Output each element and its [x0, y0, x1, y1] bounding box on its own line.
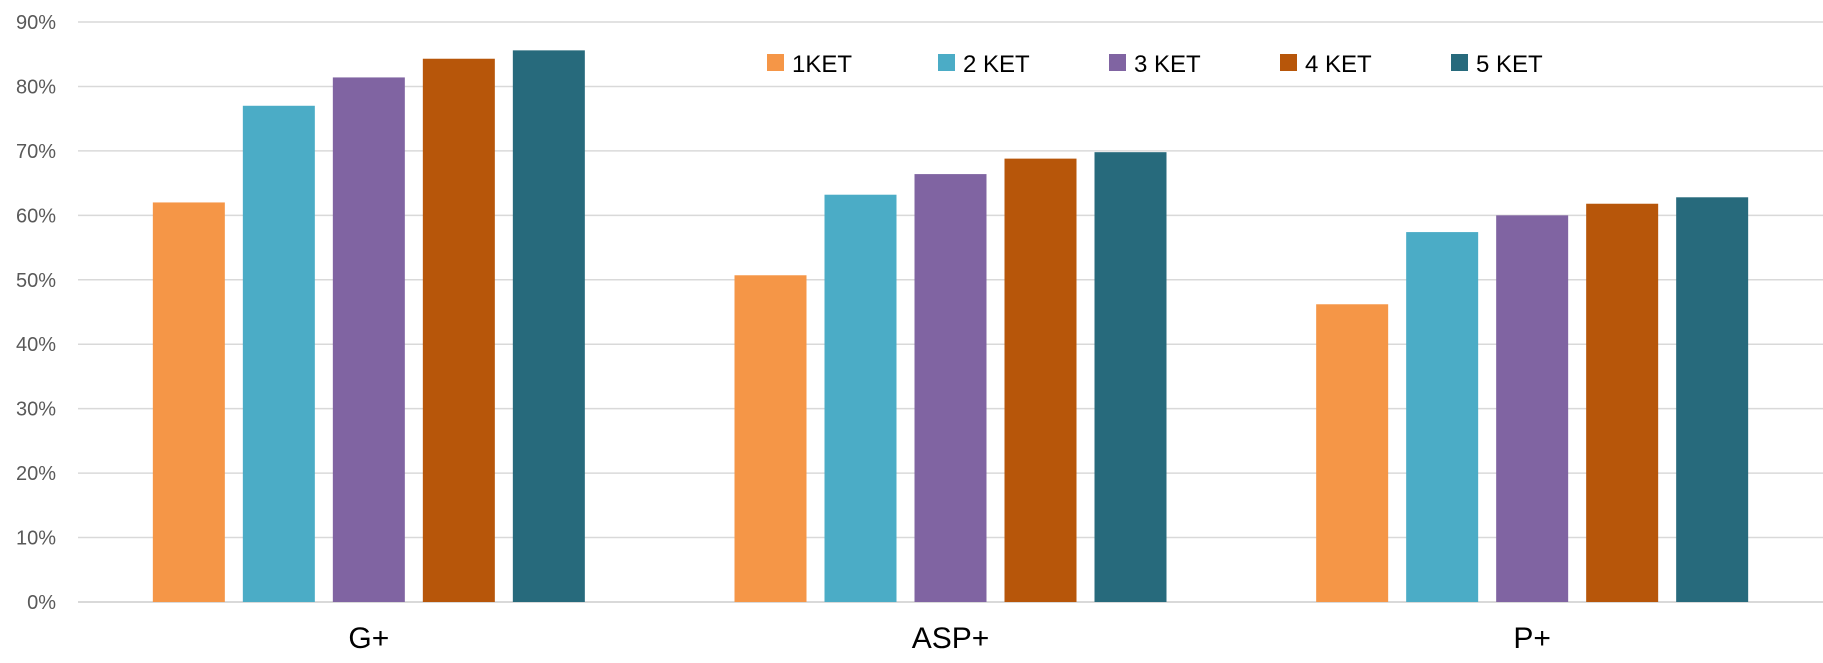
legend-label: 2 KET	[963, 51, 1030, 78]
legend-swatch	[1109, 54, 1126, 71]
bar	[422, 58, 495, 602]
y-tick-label: 40%	[16, 334, 56, 356]
bars	[152, 50, 1749, 603]
bar	[242, 105, 315, 603]
bar	[152, 202, 225, 602]
legend-label: 5 KET	[1476, 51, 1543, 78]
legend-label: 1KET	[792, 51, 852, 78]
legend-swatch	[767, 54, 784, 71]
legend: 1KET 2 KET 3 KET 4 KET 5 KET	[767, 51, 1543, 78]
y-axis-tick-labels: 0% 10% 20% 30% 40% 50% 60% 70% 80% 90%	[16, 12, 56, 614]
y-tick-label: 50%	[16, 270, 56, 292]
y-tick-label: 10%	[16, 528, 56, 550]
legend-label: 3 KET	[1134, 51, 1201, 78]
y-tick-label: 80%	[16, 76, 56, 98]
bar	[1496, 215, 1569, 603]
bar	[1004, 158, 1077, 602]
legend-swatch	[1280, 54, 1297, 71]
bar	[1406, 232, 1479, 603]
y-tick-label: 20%	[16, 463, 56, 485]
bar	[332, 77, 405, 602]
legend-swatch	[1451, 54, 1468, 71]
bar	[734, 275, 807, 602]
bar	[1094, 152, 1167, 602]
y-tick-label: 60%	[16, 205, 56, 227]
bar	[914, 174, 987, 603]
y-tick-label: 0%	[27, 592, 56, 614]
x-axis-category-labels: G+ ASP+ P+	[348, 622, 1551, 655]
y-tick-label: 90%	[16, 12, 56, 34]
bar	[512, 50, 585, 603]
bar	[824, 194, 897, 602]
bar	[1316, 304, 1389, 602]
category-label: ASP+	[912, 622, 990, 655]
category-label: G+	[348, 622, 389, 655]
bar	[1586, 203, 1659, 602]
legend-label: 4 KET	[1305, 51, 1372, 78]
category-label: P+	[1513, 622, 1551, 655]
legend-swatch	[938, 54, 955, 71]
bar	[1676, 197, 1749, 603]
y-tick-label: 70%	[16, 141, 56, 163]
y-tick-label: 30%	[16, 399, 56, 421]
